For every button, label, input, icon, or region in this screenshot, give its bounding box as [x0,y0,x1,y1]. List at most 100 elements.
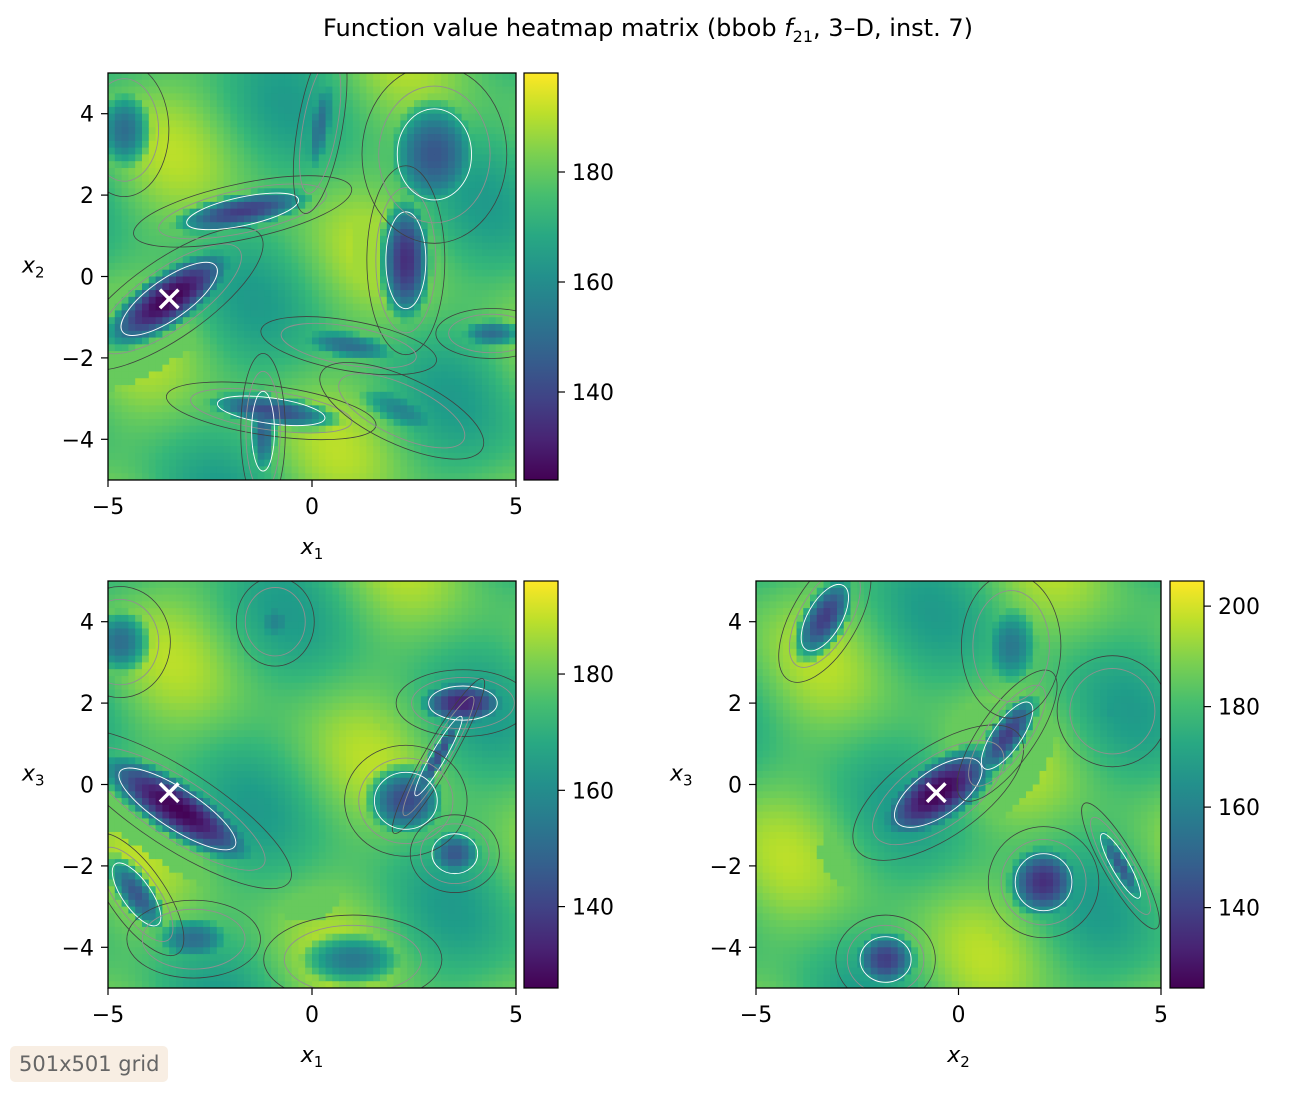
y-tick-label: −4 [710,936,742,961]
colorbar-tick-label: 140 [572,381,614,406]
contour-ring [1081,802,1160,930]
y-axis-label: x3 [669,762,693,790]
colorbar-tick-label: 200 [1218,595,1260,620]
heatmap-cells [108,73,516,480]
y-tick-label: 2 [728,692,742,717]
y-tick-label: 2 [80,184,94,209]
contour-ring [283,924,422,988]
figure-title: Function value heatmap matrix (bbob f21,… [0,14,1296,46]
contour-ring [244,587,306,657]
y-tick-label: −4 [62,936,94,961]
title-prefix: Function value heatmap matrix (bbob [323,14,785,42]
colorbar-tick-label: 180 [572,161,614,186]
heatmap-panel-1: −5 0 5 −4 −2 0 2 4 x1 x2 140 160 180 [21,72,614,563]
contour-ring [378,85,491,224]
colorbar-tick-label: 160 [572,779,614,804]
x-tick-label: 5 [509,495,523,520]
colorbar: 140 160 180 [523,72,614,481]
contour-ring [235,581,315,667]
contour-ring [420,823,490,885]
contour-ring [428,685,498,721]
title-sub: 21 [792,26,814,46]
contour-ring [1090,816,1151,915]
x-axis-label: x2 [946,1043,970,1071]
y-tick-label: 0 [728,774,742,799]
x-tick-label: −5 [740,1003,772,1028]
grid-size-badge: 501x501 grid [10,1046,169,1082]
contour-ring [141,908,246,970]
optimum-marker [925,782,947,804]
contour-ring [263,914,443,988]
x-tick-label: −5 [92,495,124,520]
contour-ring [1100,833,1141,899]
y-axis-label: x2 [21,254,45,282]
y-tick-label: 4 [728,611,742,636]
colorbar-tick-label: 180 [572,663,614,688]
title-func: f [784,14,793,42]
contour-ring [980,701,1034,770]
contour-ring [846,924,925,988]
contour-ring [375,187,437,334]
contour-ring [968,684,1047,787]
contour-ring [385,211,427,310]
contour-ring [395,669,516,737]
y-tick-label: 4 [80,611,94,636]
x-tick-label: 5 [509,1003,523,1028]
colorbar-tick-label: 140 [572,896,614,921]
contour-ring [108,227,264,371]
contour-lines [778,581,1161,988]
colorbar-tick-label: 160 [572,271,614,296]
contour-ring [319,362,485,460]
contour-ring [108,598,160,686]
contour-ring [108,78,160,182]
colorbar: 140 160 180 200 [1169,580,1260,989]
optimum-marker [158,782,180,804]
contour-ring [245,370,281,480]
contour-ring [800,583,849,652]
colorbar-tick-label: 180 [1218,696,1260,721]
y-tick-label: 2 [80,692,94,717]
contour-ring [961,581,1062,719]
contour-ring [251,390,275,472]
contour-ring [108,728,292,890]
contour-ring [108,73,170,198]
x-tick-label: 5 [1154,1003,1168,1028]
contour-ring [1056,655,1161,768]
contour-ring [158,183,328,240]
colorbar: 140 160 180 [523,580,614,989]
contour-ring [120,261,218,336]
contour-ring [186,192,300,231]
contour-ring [409,814,500,893]
contour-ring [358,757,454,844]
contour-ring [126,899,261,979]
colorbar-gradient [523,72,559,481]
contour-ring [859,936,912,983]
contour-ring [872,740,1005,846]
contour-ring [402,695,475,817]
contour-ring [1069,668,1156,755]
contour-ring [299,73,342,194]
contour-ring [788,581,861,668]
y-tick-label: 0 [80,774,94,799]
contour-ring [108,586,171,698]
contour-ring [292,73,348,214]
contour-ring [411,677,515,730]
title-suffix: , 3–D, inst. 7) [813,14,973,42]
contour-ring [956,669,1058,802]
contour-ring [111,862,162,927]
x-tick-label: 0 [305,1003,319,1028]
contour-ring [280,322,417,369]
contour-lines [108,581,516,988]
contour-ring [1014,853,1073,912]
colorbar-tick-label: 140 [1218,897,1260,922]
contour-ring [338,373,466,449]
contour-ring [373,771,438,830]
contour-ring [1000,838,1087,926]
y-tick-label: −2 [62,855,94,880]
contour-ring [431,833,479,875]
optimum-marker [158,288,180,310]
y-tick-label: −4 [62,428,94,453]
contour-ring [118,767,237,851]
colorbar-tick-label: 160 [1218,796,1260,821]
